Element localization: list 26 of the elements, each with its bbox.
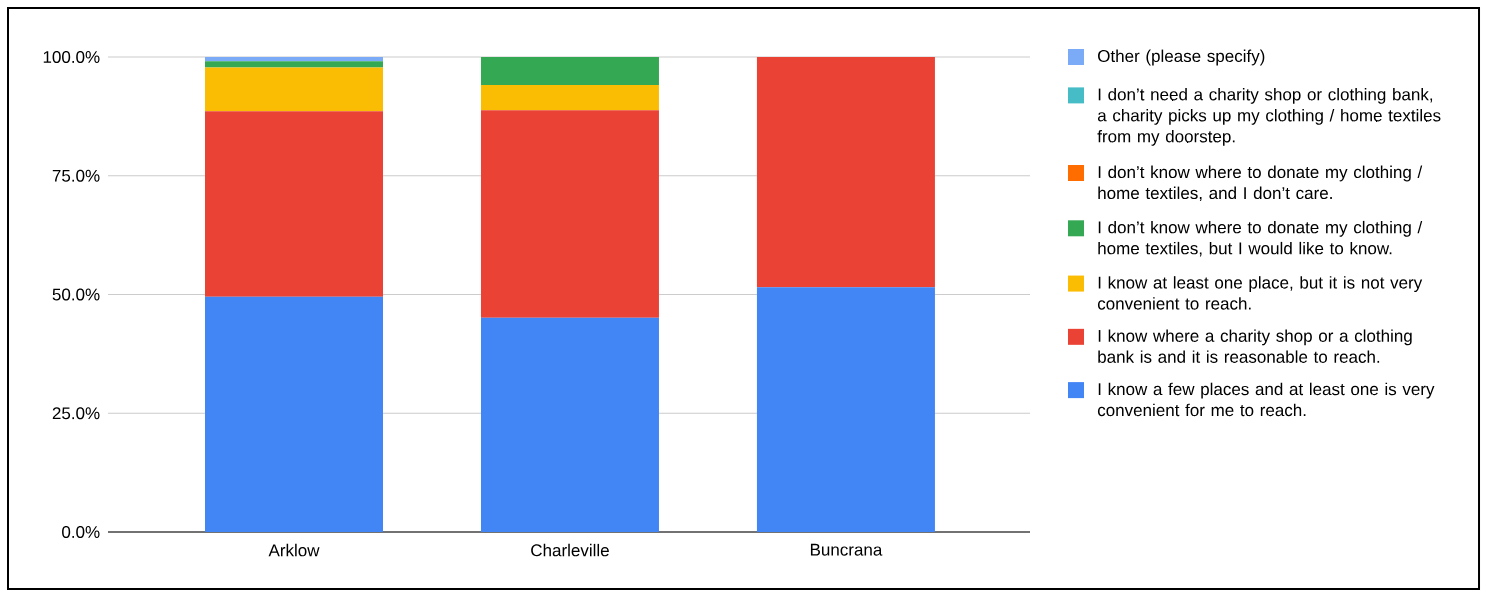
legend-label: I don’t know where to donate my clothing / home textiles, and I don’t care. [1098,165,1423,202]
bar [205,111,383,297]
bar [756,287,935,532]
y-tick-label: 50.0% [52,288,100,301]
bar [480,85,659,111]
legend-label: Other (please specify) [1098,49,1265,66]
bar [205,56,383,62]
bar [205,61,383,68]
y-tick-label: 100.0% [43,50,100,64]
y-tick-label: 75.0% [52,169,100,182]
legend-label: I know a few places and at least one is very convenient for me to reach. [1097,382,1435,417]
bar [480,317,659,532]
x-tick-label: Arklow [268,543,320,557]
bar [756,56,935,288]
legend-label: I know at least one place, but it is not very convenient to reach. [1097,276,1423,310]
x-tick-label: Charleville [531,543,609,557]
legend-label: I know where a charity shop or a clothing bank is and it is reasonable to reach. [1098,329,1412,363]
y-tick-label: 0.0% [62,525,100,539]
x-tick-label: Buncrana [810,543,883,556]
bar [480,56,659,86]
bar [205,67,383,112]
y-tick-label: 25.0% [52,407,100,420]
bar [480,110,659,318]
legend-label: I don’t need a charity shop or clothing bank, a charity picks up my clothing / home textiles from my doorstep. [1097,87,1441,146]
bar [205,296,383,532]
legend-label: I don’t know where to donate my clothing / home textiles, but I would like to know. [1098,220,1423,257]
